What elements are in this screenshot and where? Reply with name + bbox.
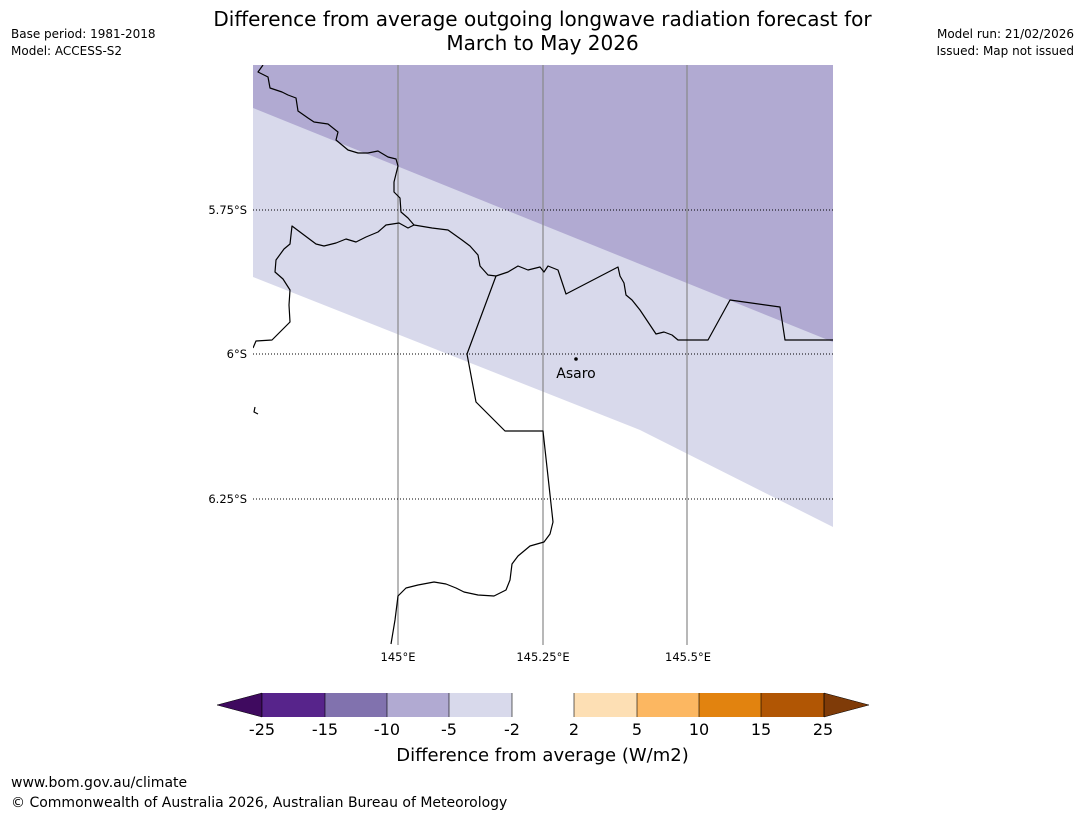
colorbar-segment [262, 693, 325, 717]
map-frame: Asaro [253, 65, 833, 645]
meta-left: Base period: 1981-2018 Model: ACCESS-S2 [11, 26, 156, 60]
boundary-west-south [390, 275, 554, 645]
colorbar-tick: -25 [248, 720, 276, 739]
colorbar-tick: 5 [631, 720, 643, 739]
colorbar-tick: -15 [311, 720, 339, 739]
colorbar-tick: -5 [441, 720, 457, 739]
base-period: Base period: 1981-2018 [11, 27, 156, 41]
colorbar-tick-labels: -25 -15 -10 -5 -2 2 5 10 15 25 [0, 720, 1085, 740]
colorbar-tick: -2 [504, 720, 520, 739]
colorbar-dividers [261, 693, 825, 717]
map-title: Difference from average outgoing longwav… [150, 7, 935, 55]
lat-label-6-25: 6.25°S [208, 492, 247, 506]
lon-label-145-5: 145.5°E [665, 650, 711, 664]
colorbar-title: Difference from average (W/m2) [396, 745, 689, 766]
model-run: Model run: 21/02/2026 [936, 27, 1074, 41]
colorbar-extend-high [823, 692, 870, 718]
map-title-line1: Difference from average outgoing longwav… [213, 7, 872, 31]
colorbar-extend-low [216, 692, 263, 718]
colorbar [216, 692, 870, 718]
lat-label-5-75: 5.75°S [208, 203, 247, 217]
colorbar-segment [761, 693, 824, 717]
boundary-central-east [413, 224, 833, 341]
colorbar-tick: 15 [750, 720, 772, 739]
map-svg: Asaro 5.75°S 6°S 6.25°S 145°E 145.25°E 1… [208, 65, 833, 664]
colorbar-tick: 2 [568, 720, 580, 739]
lat-label-6: 6°S [227, 347, 247, 361]
boundary-north [253, 65, 415, 349]
lon-label-145: 145°E [381, 650, 416, 664]
issued-status: Issued: Map not issued [936, 44, 1074, 58]
meta-right: Model run: 21/02/2026 Issued: Map not is… [936, 26, 1074, 60]
colorbar-segment [387, 693, 449, 717]
footer-url: www.bom.gov.au/climate [11, 775, 188, 791]
place-marker-asaro [574, 357, 578, 361]
colorbar-tick: 10 [688, 720, 710, 739]
province-boundaries [253, 65, 833, 645]
colorbar-segment [325, 693, 387, 717]
place-label-asaro: Asaro [556, 366, 595, 382]
map-title-line2: March to May 2026 [446, 31, 639, 55]
colorbar-segment [449, 693, 512, 717]
colorbar-tick: 25 [812, 720, 834, 739]
boundary-fragment [253, 406, 259, 415]
model-name: Model: ACCESS-S2 [11, 44, 123, 58]
colorbar-segment [637, 693, 699, 717]
colorbar-segment [512, 693, 574, 717]
colorbar-segment [699, 693, 761, 717]
lon-label-145-25: 145.25°E [516, 650, 569, 664]
footer-copyright: © Commonwealth of Australia 2026, Austra… [11, 795, 508, 811]
colorbar-segment [574, 693, 637, 717]
colorbar-tick: -10 [373, 720, 401, 739]
